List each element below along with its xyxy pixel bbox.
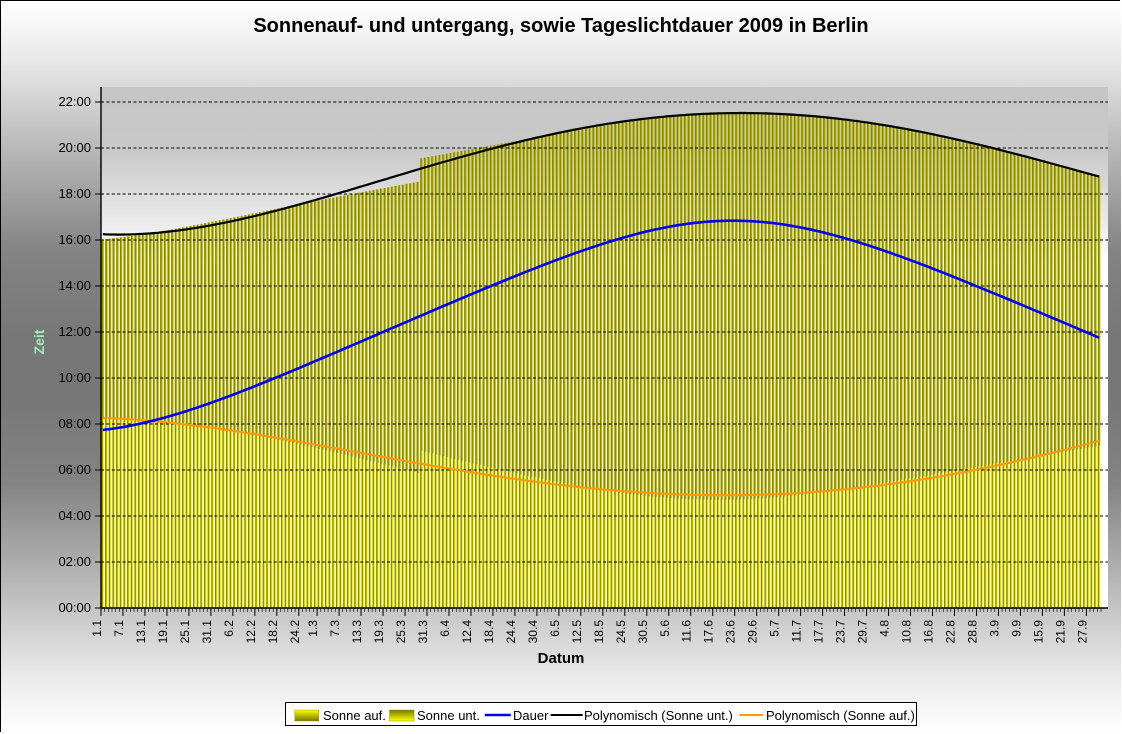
svg-text:12.5: 12.5 (570, 620, 584, 644)
svg-text:6.2: 6.2 (222, 620, 236, 637)
svg-text:17.6: 17.6 (702, 620, 716, 644)
svg-text:18.5: 18.5 (592, 620, 606, 644)
svg-text:25.3: 25.3 (394, 620, 408, 644)
svg-text:00:00: 00:00 (58, 600, 91, 615)
svg-text:11.7: 11.7 (790, 620, 804, 643)
svg-text:20:00: 20:00 (58, 140, 91, 155)
svg-text:29.7: 29.7 (856, 620, 870, 644)
svg-text:22.8: 22.8 (943, 620, 957, 644)
svg-text:6.4: 6.4 (438, 620, 452, 637)
svg-text:19.1: 19.1 (156, 620, 170, 644)
svg-text:06:00: 06:00 (58, 462, 91, 477)
svg-text:15.9: 15.9 (1031, 620, 1045, 644)
svg-text:12.4: 12.4 (460, 620, 474, 644)
svg-text:7.1: 7.1 (112, 620, 126, 637)
svg-text:4.8: 4.8 (878, 620, 892, 637)
svg-text:14:00: 14:00 (58, 278, 91, 293)
svg-text:6.5: 6.5 (548, 620, 562, 637)
svg-text:11.6: 11.6 (680, 620, 694, 643)
svg-text:23.7: 23.7 (834, 620, 848, 644)
svg-text:17.7: 17.7 (812, 620, 826, 644)
svg-text:28.8: 28.8 (965, 620, 979, 644)
svg-text:13.1: 13.1 (134, 620, 148, 644)
svg-text:16:00: 16:00 (58, 232, 91, 247)
svg-text:23.6: 23.6 (724, 620, 738, 644)
svg-text:30.5: 30.5 (636, 620, 650, 644)
svg-text:29.6: 29.6 (746, 620, 760, 644)
svg-text:24.5: 24.5 (614, 620, 628, 644)
svg-text:27.9: 27.9 (1075, 620, 1089, 644)
svg-text:02:00: 02:00 (58, 554, 91, 569)
svg-text:1.1: 1.1 (90, 620, 104, 637)
svg-text:9.9: 9.9 (1009, 620, 1023, 637)
svg-text:5.7: 5.7 (768, 620, 782, 637)
svg-text:21.9: 21.9 (1053, 620, 1067, 644)
svg-text:31.1: 31.1 (200, 620, 214, 644)
svg-text:5.6: 5.6 (658, 620, 672, 637)
svg-text:24.4: 24.4 (504, 620, 518, 644)
svg-text:12:00: 12:00 (58, 324, 91, 339)
svg-text:24.2: 24.2 (288, 620, 302, 644)
svg-text:16.8: 16.8 (922, 620, 936, 644)
svg-text:30.4: 30.4 (526, 620, 540, 644)
svg-text:1.3: 1.3 (306, 620, 320, 637)
svg-text:31.3: 31.3 (416, 620, 430, 644)
svg-text:10.8: 10.8 (900, 620, 914, 644)
svg-text:18.4: 18.4 (482, 620, 496, 644)
svg-text:25.1: 25.1 (178, 620, 192, 644)
svg-text:22:00: 22:00 (58, 94, 91, 109)
svg-text:19.3: 19.3 (372, 620, 386, 644)
svg-text:13.3: 13.3 (350, 620, 364, 644)
svg-text:18.2: 18.2 (266, 620, 280, 644)
svg-text:08:00: 08:00 (58, 416, 91, 431)
svg-text:7.3: 7.3 (328, 620, 342, 637)
svg-text:3.9: 3.9 (987, 620, 1001, 637)
svg-text:12.2: 12.2 (244, 620, 258, 644)
svg-text:04:00: 04:00 (58, 508, 91, 523)
svg-text:10:00: 10:00 (58, 370, 91, 385)
svg-text:18:00: 18:00 (58, 186, 91, 201)
